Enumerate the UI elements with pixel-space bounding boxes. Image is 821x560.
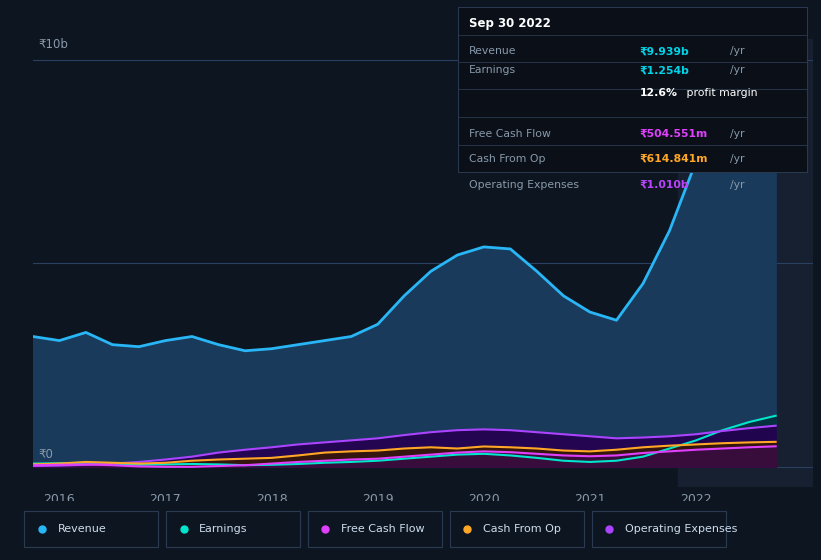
Text: ₹10b: ₹10b (38, 39, 68, 52)
Text: Cash From Op: Cash From Op (483, 524, 561, 534)
Text: ₹0: ₹0 (38, 448, 53, 461)
Text: Revenue: Revenue (469, 46, 516, 57)
Text: Sep 30 2022: Sep 30 2022 (469, 17, 550, 30)
Text: Cash From Op: Cash From Op (469, 153, 545, 164)
Text: /yr: /yr (731, 129, 745, 139)
Text: Operating Expenses: Operating Expenses (625, 524, 737, 534)
Text: /yr: /yr (731, 46, 745, 57)
Text: /yr: /yr (731, 153, 745, 164)
Bar (678, 39, 813, 487)
Text: ₹1.010b: ₹1.010b (640, 180, 689, 190)
Text: Earnings: Earnings (469, 66, 516, 76)
Text: Free Cash Flow: Free Cash Flow (469, 129, 550, 139)
Text: ₹614.841m: ₹614.841m (640, 153, 708, 164)
Text: /yr: /yr (731, 66, 745, 76)
Text: Revenue: Revenue (57, 524, 106, 534)
Text: Operating Expenses: Operating Expenses (469, 180, 579, 190)
Text: 12.6%: 12.6% (640, 87, 677, 97)
Text: ₹1.254b: ₹1.254b (640, 66, 690, 76)
Text: profit margin: profit margin (683, 87, 758, 97)
Text: Earnings: Earnings (200, 524, 248, 534)
Text: /yr: /yr (731, 180, 745, 190)
Text: ₹9.939b: ₹9.939b (640, 46, 690, 57)
Text: Free Cash Flow: Free Cash Flow (342, 524, 424, 534)
Text: ₹504.551m: ₹504.551m (640, 129, 708, 139)
